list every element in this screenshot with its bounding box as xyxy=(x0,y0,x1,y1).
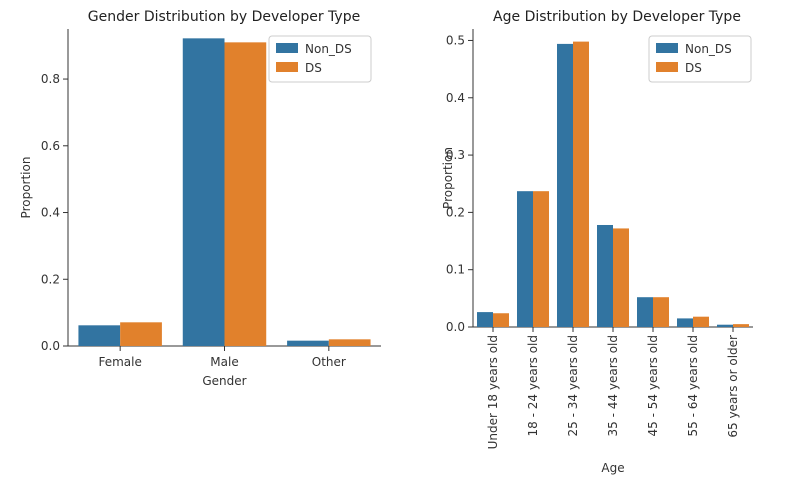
y-tick-label: 0.2 xyxy=(446,205,465,219)
bar-ds xyxy=(613,228,629,327)
x-tick-label: 25 - 34 years old xyxy=(566,335,580,436)
bar-non-ds xyxy=(597,224,613,327)
bar-non-ds xyxy=(477,312,493,327)
y-tick-label: 0.3 xyxy=(446,148,465,162)
legend-label-ds: DS xyxy=(685,61,702,75)
x-tick-label: Other xyxy=(312,355,346,369)
legend: Non_DS DS xyxy=(648,35,752,83)
y-tick-label: 0.5 xyxy=(446,33,465,47)
chart-panel-gender: Gender Distribution by Developer Type 0.0… xyxy=(19,9,381,388)
legend-label-non-ds: Non_DS xyxy=(685,42,732,56)
y-tick-label: 0.2 xyxy=(41,272,60,286)
x-tick-label: 35 - 44 years old xyxy=(606,335,620,436)
bar-non-ds xyxy=(637,297,653,327)
chart-panel-age: Age Distribution by Developer Type 0.0 0.1… xyxy=(441,9,753,475)
bar-non-ds xyxy=(677,318,693,327)
y-tick-label: 0.4 xyxy=(41,206,60,220)
bar-non-ds xyxy=(78,325,121,346)
x-tick-label: Male xyxy=(210,355,238,369)
y-tick-label: 0.1 xyxy=(446,263,465,277)
y-tick-label: 0.0 xyxy=(446,320,465,334)
bar-ds xyxy=(533,191,549,327)
bar-ds xyxy=(328,339,371,346)
bar-non-ds xyxy=(287,340,329,346)
bar-ds xyxy=(120,322,162,346)
x-tick-label: Female xyxy=(98,355,141,369)
legend-swatch-ds xyxy=(656,62,678,72)
y-tick-label: 0.4 xyxy=(446,91,465,105)
chart-title: Gender Distribution by Developer Type xyxy=(88,9,360,25)
y-tick-label: 0.6 xyxy=(41,139,60,153)
x-tick-label: 55 - 64 years old xyxy=(686,335,700,436)
bar-ds xyxy=(493,313,509,327)
x-axis-label: Age xyxy=(601,461,624,475)
bar-ds xyxy=(693,316,709,327)
bar-non-ds xyxy=(717,324,733,327)
y-tick-label: 0.8 xyxy=(41,72,60,86)
bar-ds xyxy=(653,297,669,327)
bar-ds xyxy=(224,42,267,346)
legend-swatch-non-ds xyxy=(656,43,678,53)
bar-non-ds xyxy=(517,191,533,327)
bar-ds xyxy=(573,41,589,327)
x-tick-label: 18 - 24 years old xyxy=(526,335,540,436)
chart-title: Age Distribution by Developer Type xyxy=(493,9,741,25)
x-axis-label: Gender xyxy=(202,374,246,388)
legend-swatch-non-ds xyxy=(276,43,298,53)
legend-swatch-ds xyxy=(276,62,298,72)
y-tick-label: 0.0 xyxy=(41,339,60,353)
legend: Non_DS DS xyxy=(268,35,372,83)
y-axis-label: Proportion xyxy=(441,147,455,209)
bar-non-ds xyxy=(557,43,573,328)
bar-ds xyxy=(733,324,749,327)
y-axis-label: Proportion xyxy=(19,157,33,219)
x-tick-label: 45 - 54 years old xyxy=(646,335,660,436)
x-tick-label: 65 years or older xyxy=(726,335,740,438)
x-tick-label: Under 18 years old xyxy=(486,335,500,449)
legend-label-ds: DS xyxy=(305,61,322,75)
bar-non-ds xyxy=(182,38,225,346)
legend-label-non-ds: Non_DS xyxy=(305,42,352,56)
